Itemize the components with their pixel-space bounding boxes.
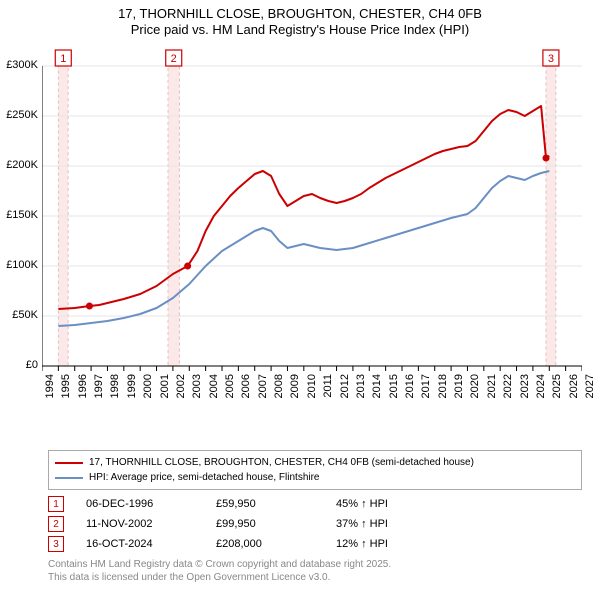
x-tick-label: 2011 [322, 374, 334, 404]
price-chart: 1 2 3 [42, 48, 582, 408]
sale-marker-box: 3 [48, 536, 64, 552]
x-tick-label: 2020 [469, 374, 481, 404]
title-line-1: 17, THORNHILL CLOSE, BROUGHTON, CHESTER,… [0, 6, 600, 22]
svg-text:1: 1 [60, 53, 66, 65]
y-tick-label: £150K [0, 209, 38, 221]
chart-container: { "title": { "line1": "17, THORNHILL CLO… [0, 0, 600, 590]
sale-marker-box: 1 [48, 496, 64, 512]
y-tick-label: £50K [0, 309, 38, 321]
x-tick-label: 1996 [77, 374, 89, 404]
sale-marker-number: 3 [53, 539, 59, 550]
x-tick-label: 2018 [437, 374, 449, 404]
x-tick-label: 2022 [502, 374, 514, 404]
title-line-2: Price paid vs. HM Land Registry's House … [0, 22, 600, 38]
sale-marker-box: 2 [48, 516, 64, 532]
sale-date: 11-NOV-2002 [86, 518, 216, 530]
x-tick-label: 2003 [191, 374, 203, 404]
sale-price: £208,000 [216, 538, 336, 550]
x-tick-label: 2009 [289, 374, 301, 404]
table-row: 2 11-NOV-2002 £99,950 37% ↑ HPI [48, 514, 456, 534]
footer-line-2: This data is licensed under the Open Gov… [48, 571, 391, 584]
x-tick-label: 2005 [224, 374, 236, 404]
x-tick-label: 2021 [486, 374, 498, 404]
x-tick-label: 2001 [159, 374, 171, 404]
attribution-footer: Contains HM Land Registry data © Crown c… [48, 558, 391, 584]
x-tick-label: 2027 [584, 374, 596, 404]
x-tick-label: 2026 [568, 374, 580, 404]
sales-table: 1 06-DEC-1996 £59,950 45% ↑ HPI 2 11-NOV… [48, 494, 456, 554]
sale-hpi: 12% ↑ HPI [336, 538, 456, 550]
x-tick-label: 1997 [93, 374, 105, 404]
x-tick-label: 2000 [142, 374, 154, 404]
x-tick-label: 1998 [109, 374, 121, 404]
x-tick-label: 2023 [519, 374, 531, 404]
table-row: 1 06-DEC-1996 £59,950 45% ↑ HPI [48, 494, 456, 514]
svg-text:2: 2 [171, 53, 177, 65]
x-tick-label: 1995 [60, 374, 72, 404]
legend-item: HPI: Average price, semi-detached house,… [55, 470, 575, 485]
x-tick-label: 2017 [420, 374, 432, 404]
x-tick-label: 2014 [371, 374, 383, 404]
x-tick-label: 2012 [339, 374, 351, 404]
sale-hpi: 45% ↑ HPI [336, 498, 456, 510]
svg-text:3: 3 [548, 53, 554, 65]
sale-price: £59,950 [216, 498, 336, 510]
x-tick-label: 2013 [355, 374, 367, 404]
sale-hpi: 37% ↑ HPI [336, 518, 456, 530]
x-tick-label: 2004 [208, 374, 220, 404]
sale-price: £99,950 [216, 518, 336, 530]
legend-swatch [55, 477, 83, 479]
sale-date: 06-DEC-1996 [86, 498, 216, 510]
sale-marker-number: 2 [53, 519, 59, 530]
x-tick-label: 2024 [535, 374, 547, 404]
y-tick-label: £0 [0, 359, 38, 371]
x-tick-label: 2007 [257, 374, 269, 404]
y-tick-label: £200K [0, 159, 38, 171]
footer-line-1: Contains HM Land Registry data © Crown c… [48, 558, 391, 571]
y-tick-label: £300K [0, 59, 38, 71]
x-tick-label: 2019 [453, 374, 465, 404]
table-row: 3 16-OCT-2024 £208,000 12% ↑ HPI [48, 534, 456, 554]
y-tick-label: £250K [0, 109, 38, 121]
x-tick-label: 2016 [404, 374, 416, 404]
x-tick-label: 2008 [273, 374, 285, 404]
sale-marker-number: 1 [53, 499, 59, 510]
x-tick-label: 2015 [388, 374, 400, 404]
x-tick-label: 1999 [126, 374, 138, 404]
legend-item: 17, THORNHILL CLOSE, BROUGHTON, CHESTER,… [55, 455, 575, 470]
legend-label: HPI: Average price, semi-detached house,… [89, 470, 320, 485]
x-tick-label: 2010 [306, 374, 318, 404]
x-tick-label: 2002 [175, 374, 187, 404]
x-tick-label: 2025 [551, 374, 563, 404]
sale-date: 16-OCT-2024 [86, 538, 216, 550]
legend-swatch [55, 462, 83, 464]
chart-title: 17, THORNHILL CLOSE, BROUGHTON, CHESTER,… [0, 0, 600, 39]
x-tick-label: 2006 [240, 374, 252, 404]
y-tick-label: £100K [0, 259, 38, 271]
x-tick-label: 1994 [44, 374, 56, 404]
legend: 17, THORNHILL CLOSE, BROUGHTON, CHESTER,… [48, 450, 582, 490]
legend-label: 17, THORNHILL CLOSE, BROUGHTON, CHESTER,… [89, 455, 474, 470]
